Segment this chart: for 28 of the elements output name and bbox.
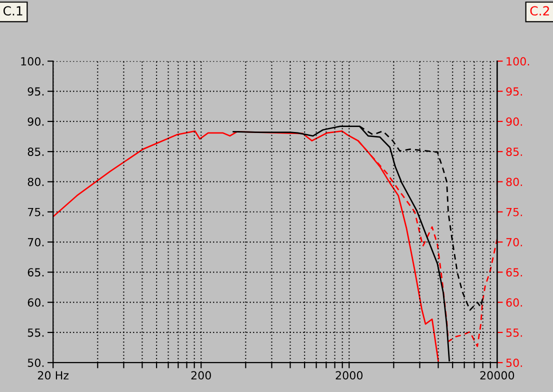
- x-tick-label: 2000: [336, 371, 363, 380]
- y2-tick-label: 70.: [506, 238, 522, 246]
- y-tick-label: 85.: [28, 148, 44, 156]
- y2-tick-label: 75.: [506, 208, 522, 216]
- y-tick-label: 75.: [28, 208, 44, 216]
- y2-tick-label: 100.: [506, 57, 530, 66]
- y-tick-label: 55.: [28, 328, 44, 337]
- y-tick-label: 70.: [28, 238, 44, 246]
- y2-tick-label: 95.: [506, 87, 522, 96]
- y2-tick-label: 55.: [506, 328, 522, 337]
- y2-tick-label: 60.: [506, 298, 522, 307]
- y-tick-label: 50.: [28, 358, 44, 367]
- y-tick-label: 60.: [28, 298, 44, 307]
- y-tick-label: 80.: [28, 178, 44, 186]
- text: C.1: [3, 6, 22, 16]
- x-tick-label: 20 Hz: [38, 371, 69, 380]
- y-tick-label: 90.: [28, 117, 44, 126]
- text: C.2: [530, 6, 549, 16]
- y2-tick-label: 90.: [506, 117, 522, 126]
- y-tick-label: 100.: [21, 57, 44, 66]
- y2-tick-label: 50.: [506, 358, 522, 367]
- x-tick-label: 200: [191, 371, 211, 380]
- y2-tick-label: 85.: [506, 148, 522, 156]
- x-tick-label: 20000: [480, 371, 514, 380]
- y-tick-label: 65.: [28, 268, 44, 277]
- y2-tick-label: 65.: [506, 268, 522, 277]
- y-tick-label: 95.: [28, 87, 44, 96]
- y2-tick-label: 80.: [506, 178, 522, 186]
